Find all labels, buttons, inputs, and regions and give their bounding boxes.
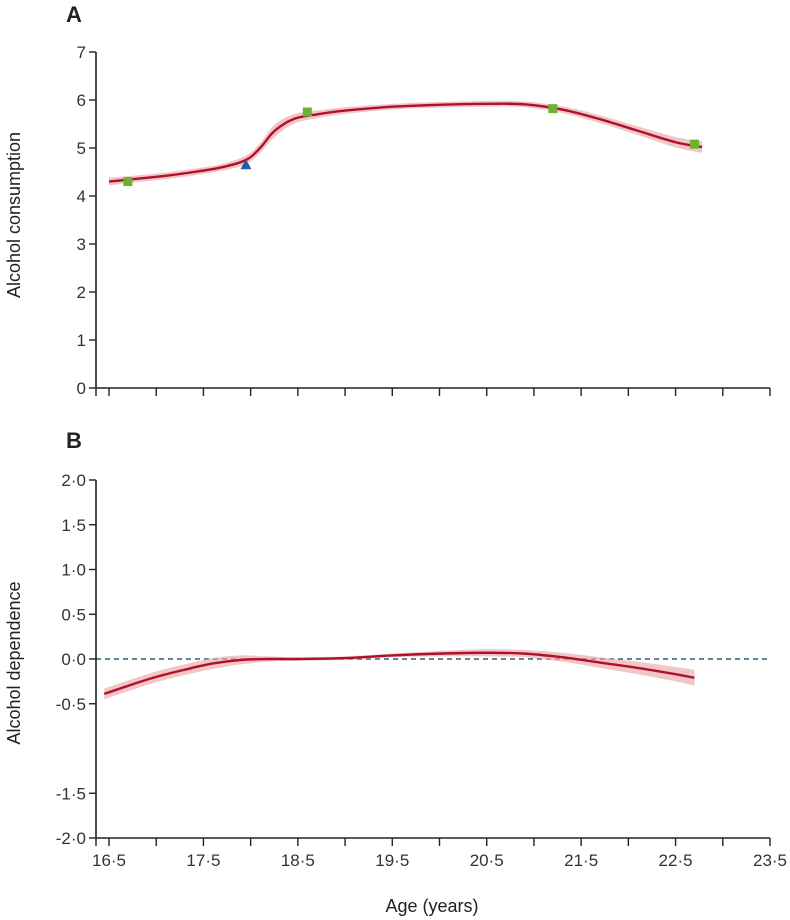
panel-b-x-axis-title: Age (years)	[385, 896, 478, 916]
panel-a-confidence-band	[109, 100, 703, 186]
panel-b-y-axis-title: Alcohol dependence	[4, 581, 24, 744]
panel-b-confidence-band-layer	[104, 649, 695, 700]
panel-b-trend-line	[103, 651, 695, 696]
panel-a-axes: 0 1 2 3 4 5 6 7	[77, 43, 771, 398]
panel-a-y-tick-label: 5	[77, 139, 86, 158]
panel-b-x-tick-label: 22·5	[659, 851, 693, 870]
panel-b-y-tick-label: 2·0	[61, 471, 86, 490]
panel-b-x-tick-label: 21·5	[564, 851, 598, 870]
panel-a-y-tick-label: 1	[77, 331, 86, 350]
panel-a-trend-line	[108, 102, 703, 183]
panel-b-y-tick-label: 0·0	[61, 650, 86, 669]
panel-a-triangle-marker	[240, 159, 252, 170]
panel-a-y-tick-label: 7	[77, 43, 86, 62]
panel-a-marker-layer	[123, 104, 699, 187]
panel-a-square-marker	[548, 104, 558, 114]
panel-b-y-tick-label: 1·0	[61, 561, 86, 580]
panel-b-y-tick-label: -1·5	[56, 784, 86, 803]
panel-b-x-tick-label: 23·5	[753, 851, 787, 870]
panel-b-y-tick-label: -0·5	[56, 695, 86, 714]
panel-a-y-tick-label: 6	[77, 91, 86, 110]
panel-a-y-tick-label: 0	[77, 379, 86, 398]
panel-b-curve-layer	[103, 651, 695, 696]
panel-a-square-marker	[689, 139, 699, 149]
panel-a-square-marker	[123, 177, 133, 187]
panel-a-consumption-chart: A Alcohol consumption 0 1 2 3 4 5 6 7	[4, 2, 771, 398]
panel-b-y-tick-label: 0·5	[61, 605, 86, 624]
panel-b-label: B	[66, 428, 82, 453]
panel-b-confidence-band	[104, 649, 695, 700]
panel-a-label: A	[66, 2, 82, 27]
panel-b-x-tick-label: 17·5	[186, 851, 220, 870]
panel-a-curve-layer	[108, 102, 703, 183]
panel-b-y-tick-label: 1·5	[61, 516, 86, 535]
panel-a-y-tick-label: 4	[77, 187, 86, 206]
panel-b-x-tick-label: 18·5	[281, 851, 315, 870]
panel-b-axes: 2·0 1·5 1·0 0·5 0·0 -0·5 -1·5 -2·0 16·5 17·5 18·5 1…	[56, 471, 787, 870]
panel-b-dependence-chart: B Alcohol dependence 2·0 1·5 1·0 0·5 0·0 -0·5…	[4, 428, 787, 916]
panel-a-y-axis-title: Alcohol consumption	[4, 132, 24, 298]
panel-b-y-tick-label: -2·0	[56, 829, 86, 848]
panel-b-x-tick-label: 20·5	[470, 851, 504, 870]
panel-a-y-tick-label: 2	[77, 283, 86, 302]
panel-b-x-tick-label: 16·5	[92, 851, 126, 870]
panel-a-y-tick-label: 3	[77, 235, 86, 254]
panel-a-square-marker	[302, 107, 312, 117]
panel-b-x-tick-label: 19·5	[375, 851, 409, 870]
panel-a-confidence-band-layer	[109, 100, 703, 186]
